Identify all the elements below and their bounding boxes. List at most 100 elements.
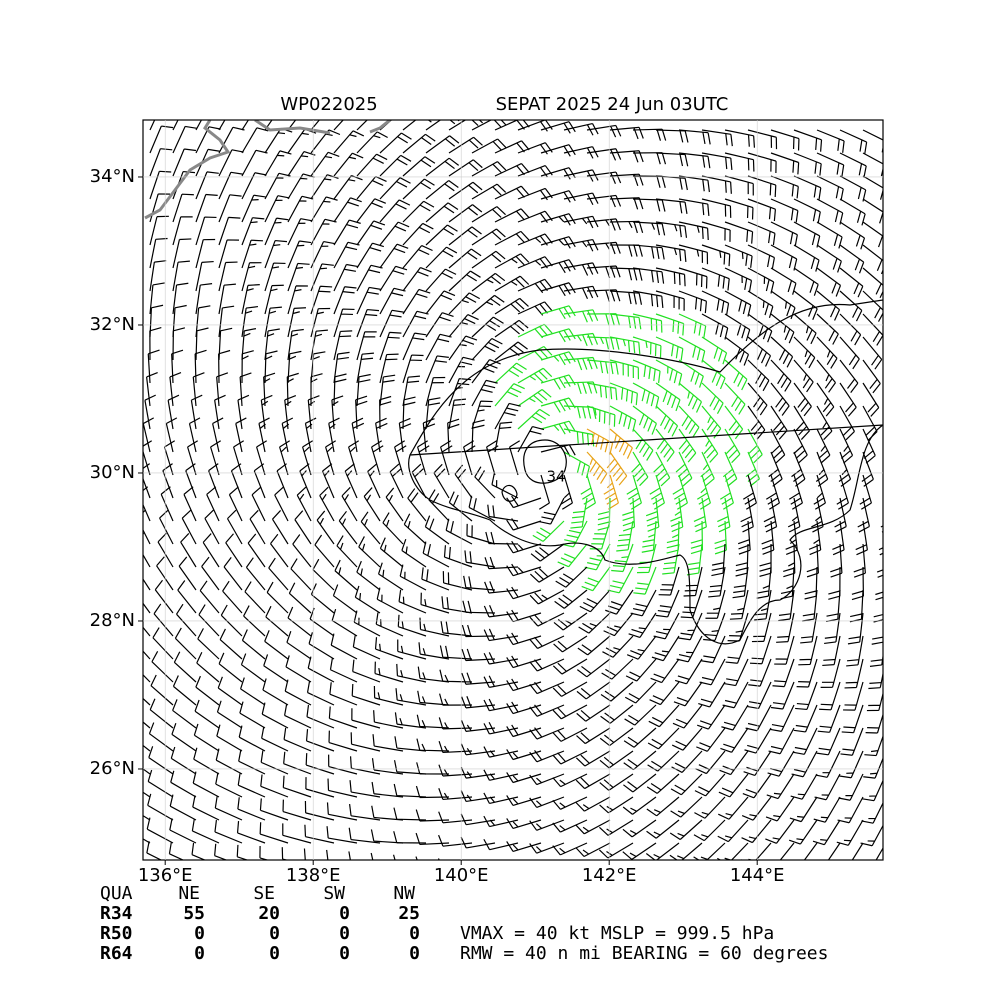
wind-barb xyxy=(747,267,775,294)
wind-barb xyxy=(143,721,151,729)
wind-barb xyxy=(484,862,518,872)
wind-barb xyxy=(575,819,611,835)
wind-barb xyxy=(563,405,597,420)
wind-barb xyxy=(746,681,772,710)
wind-barb xyxy=(259,822,289,844)
wind-barb xyxy=(394,440,407,476)
wind-barb xyxy=(287,218,313,246)
wind-barb xyxy=(326,826,358,844)
wind-barb xyxy=(780,566,795,600)
wind-barb xyxy=(355,395,368,430)
wind-barb xyxy=(651,635,680,662)
wind-barb xyxy=(862,336,883,370)
wind-barb xyxy=(218,239,240,269)
wind-barb xyxy=(149,282,165,315)
y-tick-label: 34°N xyxy=(90,166,135,187)
table-cell: 0 xyxy=(194,923,205,944)
wind-barb xyxy=(153,603,174,637)
wind-barb xyxy=(464,550,496,568)
wind-barb xyxy=(886,291,907,322)
wind-barb xyxy=(264,306,282,338)
wind-barb xyxy=(772,658,795,688)
wind-barb xyxy=(839,198,866,226)
wind-barb xyxy=(307,395,320,430)
wind-barb xyxy=(793,313,817,345)
x-tick-label: 142°E xyxy=(582,865,637,886)
wind-barb xyxy=(770,313,795,344)
wind-barb xyxy=(448,204,483,223)
wind-barb xyxy=(439,693,473,706)
wind-barb xyxy=(641,520,657,553)
wind-barb xyxy=(206,486,220,522)
wind-barb xyxy=(693,497,707,533)
wind-barb xyxy=(839,267,864,298)
wind-barb xyxy=(609,336,641,355)
wind-barb xyxy=(333,308,355,338)
wind-barb xyxy=(240,653,266,683)
wind-barb xyxy=(149,698,174,729)
wind-barb xyxy=(225,533,243,568)
wind-barb xyxy=(149,260,167,292)
wind-barb xyxy=(770,221,798,247)
wind-barb xyxy=(701,152,733,170)
wind-barb xyxy=(174,627,197,660)
wind-barb xyxy=(632,175,666,188)
wind-barb xyxy=(371,781,404,798)
wind-barb xyxy=(793,382,812,417)
wind-barb xyxy=(609,405,637,432)
wind-barb xyxy=(655,198,688,214)
wind-barb xyxy=(147,769,174,798)
wind-barb xyxy=(249,509,266,545)
wind-barb xyxy=(292,534,312,568)
wind-barb xyxy=(377,562,404,591)
wind-barb xyxy=(607,566,634,594)
wind-barb xyxy=(438,717,473,730)
wind-barb xyxy=(828,566,841,600)
wind-barb xyxy=(724,382,746,415)
wind-barb xyxy=(264,217,289,246)
wind-barb xyxy=(440,620,473,637)
wind-barb xyxy=(462,600,496,614)
wind-barb xyxy=(808,520,822,556)
wind-barb xyxy=(202,533,220,568)
wind-barb xyxy=(506,609,542,623)
wind-barb xyxy=(560,474,573,510)
wind-barb xyxy=(609,267,643,281)
wind-barb xyxy=(360,511,381,545)
wind-barb xyxy=(815,750,841,778)
wind-barb xyxy=(540,259,576,274)
wind-barb xyxy=(727,612,749,642)
wind-barb xyxy=(816,267,842,297)
wind-barb xyxy=(623,773,657,793)
wind-barb xyxy=(719,750,749,776)
wind-barb xyxy=(448,398,467,430)
wind-barb xyxy=(803,842,818,860)
wind-barb xyxy=(622,842,657,860)
wind-barb xyxy=(747,428,763,464)
wind-barb xyxy=(216,372,229,407)
wind-barb xyxy=(310,151,340,177)
wind-barb xyxy=(540,397,576,413)
wind-barb xyxy=(218,283,236,315)
wind-barb xyxy=(333,174,363,200)
wind-barb xyxy=(724,428,741,464)
wind-barb xyxy=(226,509,243,545)
wind-barb xyxy=(632,290,664,309)
wind-barb xyxy=(671,727,703,751)
wind-barb xyxy=(696,727,726,752)
wind-barb xyxy=(653,451,671,487)
wind-barb xyxy=(632,359,661,383)
wind-barb xyxy=(793,405,810,440)
wind-barb xyxy=(703,612,726,642)
wind-barb xyxy=(310,307,331,338)
wind-barb xyxy=(540,351,576,366)
wind-barb xyxy=(575,842,611,858)
wind-barb xyxy=(816,290,841,321)
wind-barb xyxy=(425,246,458,269)
wind-barb xyxy=(344,463,358,499)
wind-barb xyxy=(356,198,387,223)
wind-barb xyxy=(425,268,457,292)
wind-barb xyxy=(143,674,151,683)
x-tick-label: 136°E xyxy=(138,865,193,886)
wind-barb xyxy=(586,336,620,350)
